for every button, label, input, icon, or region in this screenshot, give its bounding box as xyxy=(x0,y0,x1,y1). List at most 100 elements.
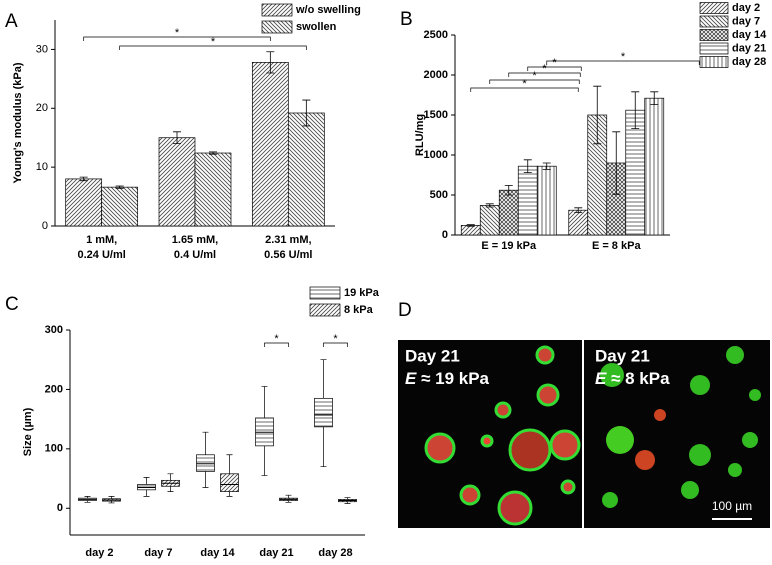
y-tick-label: 1500 xyxy=(424,109,448,121)
legend-label: day 21 xyxy=(732,42,766,54)
error-bar xyxy=(574,207,583,213)
symbol: E xyxy=(405,369,417,388)
caption: Day 21 xyxy=(595,346,650,365)
significance-bracket xyxy=(546,60,700,65)
legend-swatch xyxy=(309,303,341,317)
significance-label: * xyxy=(552,57,557,69)
x-tick-label: E = 8 kPa xyxy=(592,240,642,252)
legend-label: day 2 xyxy=(732,2,760,14)
x-tick-label: day 2 xyxy=(85,547,113,559)
significance-label: * xyxy=(211,36,216,48)
significance-label: * xyxy=(522,78,527,90)
y-tick-label: 0 xyxy=(42,220,48,232)
error-bar xyxy=(542,162,551,170)
legend-label: 19 kPa xyxy=(344,287,380,299)
caption: Day 21 xyxy=(405,346,460,365)
bar xyxy=(517,165,538,236)
significance-bracket xyxy=(527,66,582,71)
bar xyxy=(158,137,196,227)
y-tick-label: 0 xyxy=(57,502,63,514)
legend-swatch xyxy=(309,286,341,300)
y-tick-label: 20 xyxy=(36,102,48,114)
y-axis-label: Young's modulus (kPa) xyxy=(12,62,24,183)
legend-swatch xyxy=(699,56,729,68)
significance-label: * xyxy=(542,63,547,75)
bar xyxy=(568,209,589,236)
significance-bracket xyxy=(489,79,580,84)
caption: E ≈ 8 kPa xyxy=(595,369,670,388)
y-tick-label: 200 xyxy=(45,383,63,395)
box xyxy=(314,397,333,428)
bar xyxy=(460,225,481,236)
error-bar xyxy=(631,91,640,129)
y-tick-label: 2000 xyxy=(424,69,448,81)
error-bar xyxy=(504,185,513,196)
error-bar xyxy=(209,151,217,155)
significance-bracket xyxy=(323,342,348,347)
x-tick-label: 1.65 mM, xyxy=(172,234,218,246)
legend-label: 8 kPa xyxy=(344,304,374,316)
panel-label: D xyxy=(398,300,412,321)
x-tick-label: 1 mM, xyxy=(86,234,117,246)
y-tick-label: 1000 xyxy=(424,149,448,161)
legend-label: swollen xyxy=(296,21,337,33)
chart-bar: B RLU/mg 0 500 1000 1500 2000 2500 E = 19 kPa E =… xyxy=(400,2,767,252)
legend-swatch xyxy=(261,20,293,34)
micrograph: D Day 21 E ≈ 19 kPa Day 21 E ≈ 8 kPa 100… xyxy=(398,300,770,528)
chart-bar: A Young's modulus (kPa) 0 10 20 30 1 mM, 0.24 U… xyxy=(5,3,361,261)
error-bar xyxy=(523,159,532,173)
significance-label: * xyxy=(333,333,338,345)
x-tick-label: 0.24 U/ml xyxy=(78,249,126,261)
error-bar xyxy=(466,224,475,227)
error-bar xyxy=(302,99,311,127)
significance-bracket xyxy=(264,342,289,347)
bar xyxy=(644,97,665,236)
x-tick-label: day 7 xyxy=(144,547,172,559)
legend-swatch xyxy=(261,3,293,17)
bar xyxy=(536,165,557,236)
legend-label: day 14 xyxy=(732,29,767,41)
value: ≈ 8 kPa xyxy=(611,369,670,388)
error-bar xyxy=(173,131,181,144)
significance-bracket xyxy=(470,87,579,92)
error-bar xyxy=(650,91,659,105)
box xyxy=(220,473,239,492)
y-tick-label: 100 xyxy=(45,443,63,455)
error-bar xyxy=(485,203,494,208)
bar xyxy=(194,152,232,227)
legend-swatch xyxy=(699,29,729,41)
significance-bracket xyxy=(83,36,271,41)
symbol: E xyxy=(595,369,607,388)
x-tick-label: day 28 xyxy=(318,547,352,559)
bar xyxy=(101,186,139,227)
significance-label: * xyxy=(621,51,626,63)
legend-swatch xyxy=(699,2,729,14)
error-bar xyxy=(115,185,124,189)
y-tick-label: 0 xyxy=(442,229,448,241)
chart-box: C Size (µm) 0 100 200 300 day 2 day 7 day 14 day … xyxy=(5,286,380,559)
panel-label: B xyxy=(400,9,413,30)
legend-swatch xyxy=(699,42,729,55)
significance-label: * xyxy=(532,70,537,82)
y-tick-label: 30 xyxy=(36,43,48,55)
error-bar xyxy=(79,176,88,182)
error-bar xyxy=(266,51,275,74)
box xyxy=(196,454,215,472)
error-bar xyxy=(612,131,621,195)
cells-left xyxy=(424,345,581,526)
x-tick-label: 0.4 U/ml xyxy=(174,249,216,261)
y-tick-label: 300 xyxy=(45,324,63,336)
caption: E ≈ 19 kPa xyxy=(405,369,490,388)
bar xyxy=(65,178,103,227)
significance-bracket xyxy=(119,45,307,50)
legend-swatch xyxy=(699,15,729,28)
x-tick-label: E = 19 kPa xyxy=(481,240,537,252)
y-axis-label: Size (µm) xyxy=(22,407,34,456)
legend-label: w/o swelling xyxy=(295,4,361,16)
bar xyxy=(479,205,500,236)
error-bar xyxy=(593,85,602,145)
panel-label: A xyxy=(5,11,18,32)
x-tick-label: 0.56 U/ml xyxy=(264,249,312,261)
